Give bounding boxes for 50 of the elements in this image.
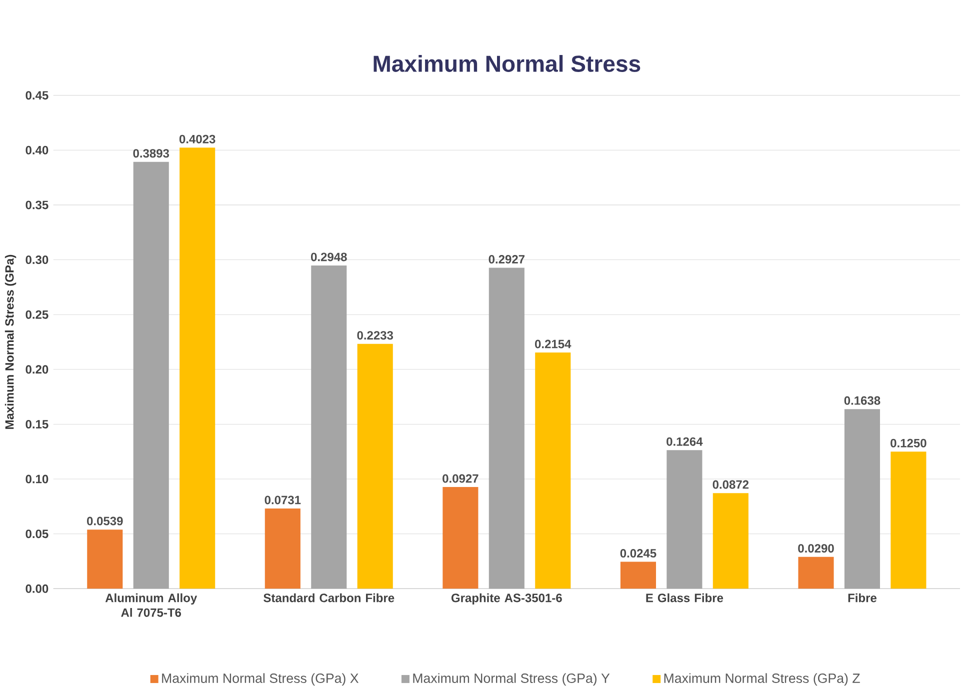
data-label: 0.1250 (890, 438, 926, 448)
data-label: 0.4023 (179, 134, 216, 144)
bar (87, 529, 123, 589)
bar (844, 408, 880, 589)
y-tick-label: 0.00 (26, 584, 48, 593)
bar (357, 344, 393, 589)
data-label: 0.3893 (133, 148, 170, 158)
chart-title: Maximum Normal Stress (374, 54, 640, 72)
bar (311, 265, 347, 589)
y-tick-label: 0.10 (26, 474, 48, 484)
data-label: 0.2233 (357, 330, 394, 340)
data-label: 0.0290 (798, 544, 834, 553)
data-label: 0.0872 (712, 480, 749, 489)
y-tick-label: 0.15 (26, 420, 48, 428)
data-label: 0.0539 (87, 516, 123, 526)
y-tick-label: 0.40 (26, 146, 48, 154)
bar (264, 508, 300, 589)
data-label: 0.1638 (844, 396, 880, 405)
y-tick-label: 0.45 (26, 90, 48, 100)
y-tick-label: 0.05 (26, 529, 48, 538)
bar (712, 492, 748, 589)
bar (890, 452, 926, 589)
x-tick-label: Aluminum Alloy Al 7075-T6 (105, 593, 198, 617)
bar (798, 556, 834, 589)
bar (666, 450, 702, 589)
data-label: 0.0927 (442, 474, 478, 483)
data-label: 0.0245 (620, 548, 656, 558)
data-label: 0.0731 (264, 496, 301, 504)
legend-label: Maximum Normal Stress (GPa) X (162, 673, 359, 686)
data-label: 0.2154 (535, 340, 572, 348)
y-axis-title: Maximum Normal Stress (GPa) (4, 254, 16, 429)
x-tick-label: Fibre (848, 593, 876, 602)
legend-label: Maximum Normal Stress (GPa) Z (664, 673, 860, 686)
bar (488, 268, 524, 589)
bar (180, 148, 216, 589)
data-label: 0.1264 (666, 437, 703, 446)
x-tick-label: Standard Carbon Fibre (264, 593, 394, 602)
data-label: 0.2948 (311, 252, 347, 262)
legend-label: Maximum Normal Stress (GPa) Y (413, 673, 610, 686)
bar (535, 352, 571, 589)
data-label: 0.2927 (488, 254, 524, 264)
x-tick-label: E Glass Fibre (646, 593, 724, 602)
bar (620, 562, 656, 589)
y-tick-label: 0.30 (26, 255, 48, 264)
bar (442, 486, 478, 589)
y-tick-label: 0.35 (26, 200, 48, 210)
y-tick-label: 0.25 (26, 310, 48, 319)
x-tick-label: Graphite AS-3501-6 (451, 593, 562, 604)
bar (133, 162, 169, 589)
y-tick-label: 0.20 (26, 365, 48, 374)
